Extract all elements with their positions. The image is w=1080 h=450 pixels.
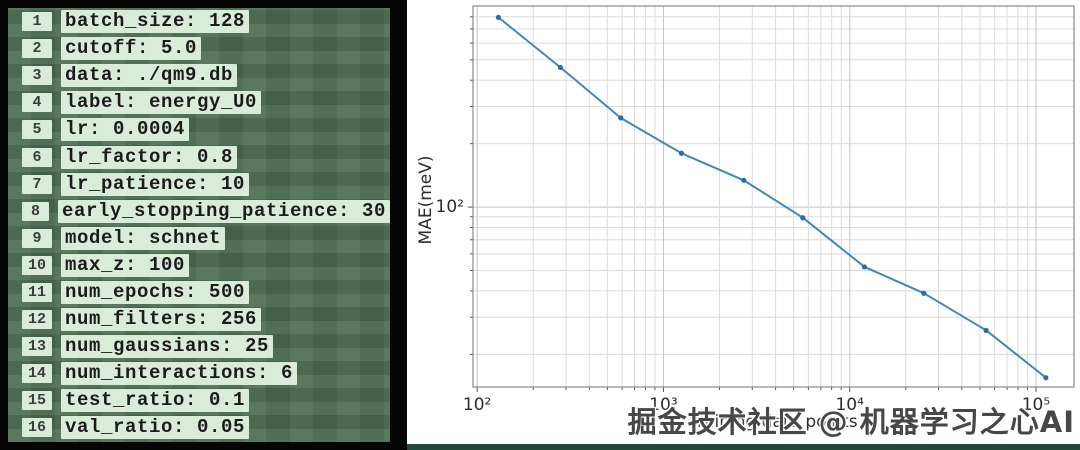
config-line-text: batch_size: 128: [61, 10, 250, 34]
config-line: 11 num_epochs: 500: [8, 279, 390, 306]
line-number: 4: [22, 93, 52, 113]
data-point-marker: [1043, 375, 1049, 381]
config-line: 9 model: schnet: [8, 225, 390, 252]
x-tick-label: 10³: [649, 395, 678, 415]
config-line-text: lr_factor: 0.8: [61, 145, 238, 169]
line-number: 1: [22, 12, 52, 32]
config-line: 10 max_z: 100: [8, 252, 390, 279]
config-line-text: test_ratio: 0.1: [61, 389, 250, 413]
chart-panel: 10² 10³ 10⁴ 10⁵ 10² MAE(meV) training data p…: [407, 0, 1080, 450]
config-line-text: data: ./qm9.db: [61, 64, 238, 88]
data-point-marker: [921, 290, 927, 296]
config-line-text: num_epochs: 500: [61, 280, 250, 304]
line-number: 13: [22, 337, 52, 357]
y-axis-label: MAE(meV): [416, 155, 436, 245]
line-number: 3: [22, 66, 52, 86]
mae-curve: [497, 16, 1047, 379]
config-line: 12 num_filters: 256: [8, 306, 390, 333]
y-tick-label: 10²: [435, 197, 464, 218]
line-number: 9: [22, 228, 52, 248]
data-point-marker: [618, 115, 624, 121]
config-line-text: model: schnet: [61, 226, 226, 250]
config-line-text: label: energy_U0: [61, 91, 262, 115]
config-line-text: cutoff: 5.0: [61, 37, 202, 61]
config-line-text: num_filters: 256: [61, 308, 262, 332]
config-line: 4 label: energy_U0: [8, 89, 390, 116]
data-point-marker: [861, 264, 868, 270]
line-number: 8: [22, 201, 49, 221]
line-number: 14: [22, 364, 52, 384]
config-line: 5 lr: 0.0004: [8, 116, 390, 143]
config-line-text: val_ratio: 0.05: [61, 416, 250, 440]
x-tick-label: 10⁵: [1021, 395, 1051, 415]
data-point-marker: [983, 327, 989, 333]
watermark-text: 掘金技术社区 @ 机器学习之心AI: [627, 405, 1075, 439]
data-point-marker: [557, 64, 564, 71]
config-line: 14 num_interactions: 6: [8, 360, 390, 387]
data-point-marker: [678, 150, 685, 156]
line-number: 16: [22, 418, 52, 438]
line-number: 2: [22, 39, 52, 59]
line-number: 11: [22, 282, 52, 302]
data-point-marker: [800, 215, 806, 221]
config-line: 7 lr_patience: 10: [8, 171, 390, 198]
config-line-text: num_interactions: 6: [61, 362, 298, 386]
config-line: 6 lr_factor: 0.8: [8, 143, 390, 170]
config-line: 13 num_gaussians: 25: [8, 333, 390, 360]
config-code-area: 1 batch_size: 128 2 cutoff: 5.0 3 data: ./qm9…: [8, 8, 390, 442]
config-line-text: early_stopping_patience: 30: [57, 199, 390, 223]
data-point-marker: [741, 177, 747, 183]
line-number: 5: [22, 120, 52, 140]
line-number: 15: [22, 391, 52, 411]
x-tick-label: 10⁴: [835, 395, 864, 415]
line-number: 10: [22, 255, 52, 275]
bottom-border-strip: [407, 444, 1080, 450]
config-line-text: num_gaussians: 25: [61, 335, 274, 359]
config-line: 1 batch_size: 128: [8, 8, 390, 35]
x-tick-label: 10²: [462, 395, 492, 415]
config-line: 2 cutoff: 5.0: [8, 35, 390, 62]
line-number: 12: [22, 310, 52, 330]
learning-curve-plot: [468, 5, 1075, 392]
config-line-text: max_z: 100: [61, 253, 190, 277]
line-number: 7: [22, 174, 52, 194]
plot-border: [472, 5, 1075, 388]
x-axis-label: training data points: [690, 412, 858, 432]
config-editor-panel: 1 batch_size: 128 2 cutoff: 5.0 3 data: ./qm9…: [0, 0, 407, 450]
line-number: 6: [22, 147, 52, 167]
config-line: 16 val_ratio: 0.05: [8, 414, 390, 441]
config-line: 15 test_ratio: 0.1: [8, 387, 390, 414]
config-line: 8 early_stopping_patience: 30: [8, 198, 390, 225]
config-line-text: lr_patience: 10: [61, 172, 250, 196]
data-point-marker: [495, 14, 501, 20]
config-line: 3 data: ./qm9.db: [8, 62, 390, 89]
config-line-text: lr: 0.0004: [61, 118, 190, 142]
